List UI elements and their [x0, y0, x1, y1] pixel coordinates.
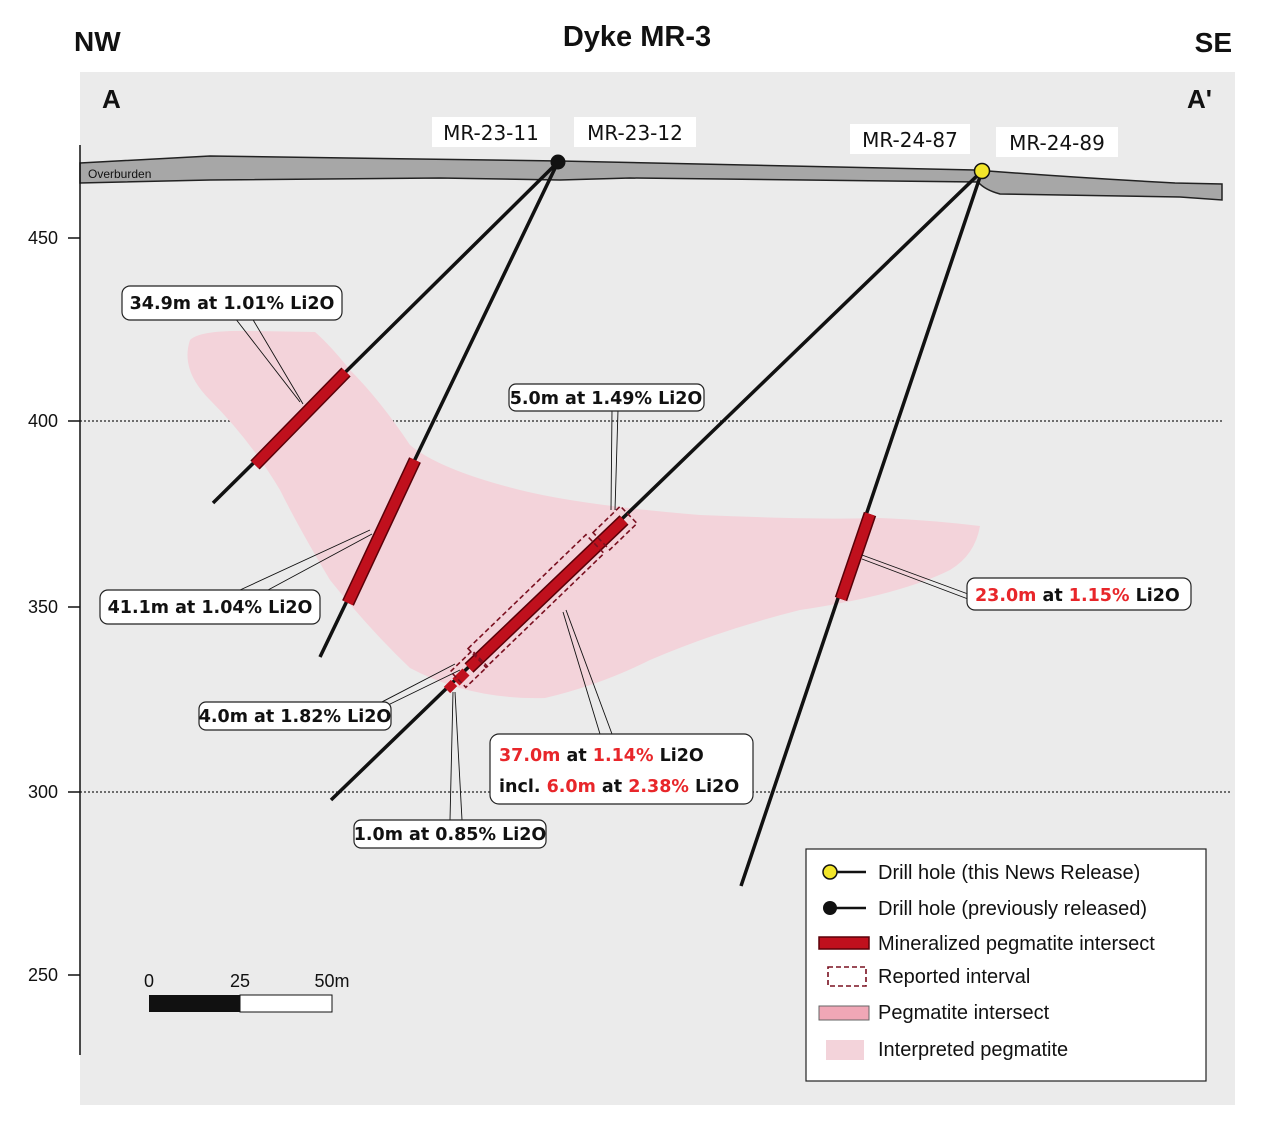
intersect-mr-23-12	[343, 457, 420, 606]
pink-area-icon	[826, 1040, 864, 1060]
intersect-mr-24-87	[465, 516, 628, 672]
pink-bar-icon	[818, 1005, 870, 1021]
leader-41-1m	[239, 529, 373, 591]
callout-6-0m-at: at	[596, 777, 628, 797]
red-bar-icon	[818, 936, 870, 950]
scale-label-0: 0	[144, 971, 154, 991]
se-label: SE	[1195, 27, 1232, 58]
hole-label-mr-23-12: MR-23-12	[587, 121, 683, 145]
callout-6-0m-grade: 2.38%	[628, 777, 689, 797]
callout-box-4-0m	[198, 701, 392, 731]
leader-34-9m	[234, 317, 304, 405]
callout-23-0m: 23.0m at 1.15% Li2O	[975, 586, 1180, 606]
tick-label-400: 400	[28, 411, 58, 431]
callout-37-0m-at: at	[560, 746, 592, 766]
hole-label-mr-24-87: MR-24-87	[862, 128, 958, 152]
callout-incl-word: incl.	[499, 777, 547, 797]
intersect-mr-24-87-4m	[452, 668, 470, 686]
leader-23-0m	[861, 554, 969, 600]
figure-title: Dyke MR-3	[563, 21, 711, 53]
callout-1-0m: 1.0m at 0.85% Li2O	[354, 825, 547, 845]
hole-label-bg-3	[850, 124, 970, 154]
legend-label-reported: Reported interval	[878, 966, 1030, 988]
callout-41-1m: 41.1m at 1.04% Li2O	[108, 598, 313, 618]
section-end-label: A'	[1187, 84, 1212, 114]
callout-4-0m: 4.0m at 1.82% Li2O	[199, 707, 392, 727]
scale-label-50: 50m	[314, 971, 349, 991]
hole-label-mr-24-89: MR-24-89	[1009, 131, 1105, 155]
callout-23-0m-unit: Li2O	[1130, 586, 1180, 606]
reported-interval-5m	[591, 505, 639, 551]
tick-label-250: 250	[28, 965, 58, 985]
callout-box-37-0m	[489, 733, 754, 805]
intersect-mr-24-87-1m	[443, 679, 458, 694]
scale-bar-white	[239, 994, 333, 1013]
scale-label-25: 25	[230, 971, 250, 991]
dashed-box-icon	[827, 966, 867, 987]
callout-box-34-9m	[121, 285, 343, 321]
callout-box-41-1m	[99, 589, 321, 625]
hole-label-bg-4	[996, 127, 1118, 157]
collar-mr-23-11-12	[550, 154, 566, 170]
intersect-mr-24-89	[836, 512, 875, 601]
legend-label-old-hole: Drill hole (previously released)	[878, 898, 1147, 920]
callout-6-0m-length: 6.0m	[547, 777, 596, 797]
tick-label-300: 300	[28, 782, 58, 802]
section-start-label: A	[102, 84, 121, 114]
black-collar-icon	[823, 901, 837, 915]
callout-37-0m-length: 37.0m	[499, 746, 560, 766]
legend-label-interpreted: Interpreted pegmatite	[878, 1039, 1068, 1061]
callout-37-0m-unit: Li2O	[654, 746, 704, 766]
callout-34-9m: 34.9m at 1.01% Li2O	[130, 294, 335, 314]
overburden-label: Overburden	[88, 167, 151, 181]
callout-37-0m-grade: 1.14%	[593, 746, 654, 766]
callout-6-0m-unit: Li2O	[689, 777, 739, 797]
callout-5-0m: 5.0m at 1.49% Li2O	[510, 389, 703, 409]
legend-label-pegmatite: Pegmatite intersect	[878, 1002, 1050, 1024]
callout-23-0m-length: 23.0m	[975, 586, 1036, 606]
reported-interval-37m	[466, 533, 606, 669]
callout-incl-6-0m: incl. 6.0m at 2.38% Li2O	[499, 777, 739, 797]
hole-label-bg-1	[432, 117, 550, 147]
hole-label-bg-2	[574, 117, 696, 147]
callout-23-0m-grade: 1.15%	[1069, 586, 1130, 606]
callout-23-0m-at: at	[1036, 586, 1068, 606]
leader-1-0m	[449, 691, 463, 821]
leader-5-0m	[610, 409, 619, 511]
collar-mr-24-87-89	[973, 162, 991, 180]
scale-bar-black	[149, 995, 240, 1012]
drill-trace-mr-24-87	[329, 169, 984, 802]
nw-label: NW	[74, 26, 121, 57]
legend-label-new-hole: Drill hole (this News Release)	[878, 862, 1140, 884]
tick-label-450: 450	[28, 228, 58, 248]
interpreted-pegmatite-area	[187, 330, 980, 699]
legend-label-mineralized: Mineralized pegmatite intersect	[878, 933, 1155, 955]
yellow-collar-icon	[822, 864, 838, 880]
callout-box-5-0m	[508, 383, 705, 412]
callout-box-23-0m	[966, 577, 1192, 611]
overburden-layer	[79, 155, 1223, 201]
intersect-mr-23-11	[251, 368, 350, 469]
callout-37-0m: 37.0m at 1.14% Li2O	[499, 746, 704, 766]
leader-4-0m	[377, 663, 461, 707]
tick-label-350: 350	[28, 597, 58, 617]
callout-box-1-0m	[353, 819, 547, 849]
hole-label-mr-23-11: MR-23-11	[443, 121, 539, 145]
legend-box	[805, 848, 1207, 1082]
leader-37-0m	[562, 609, 613, 735]
